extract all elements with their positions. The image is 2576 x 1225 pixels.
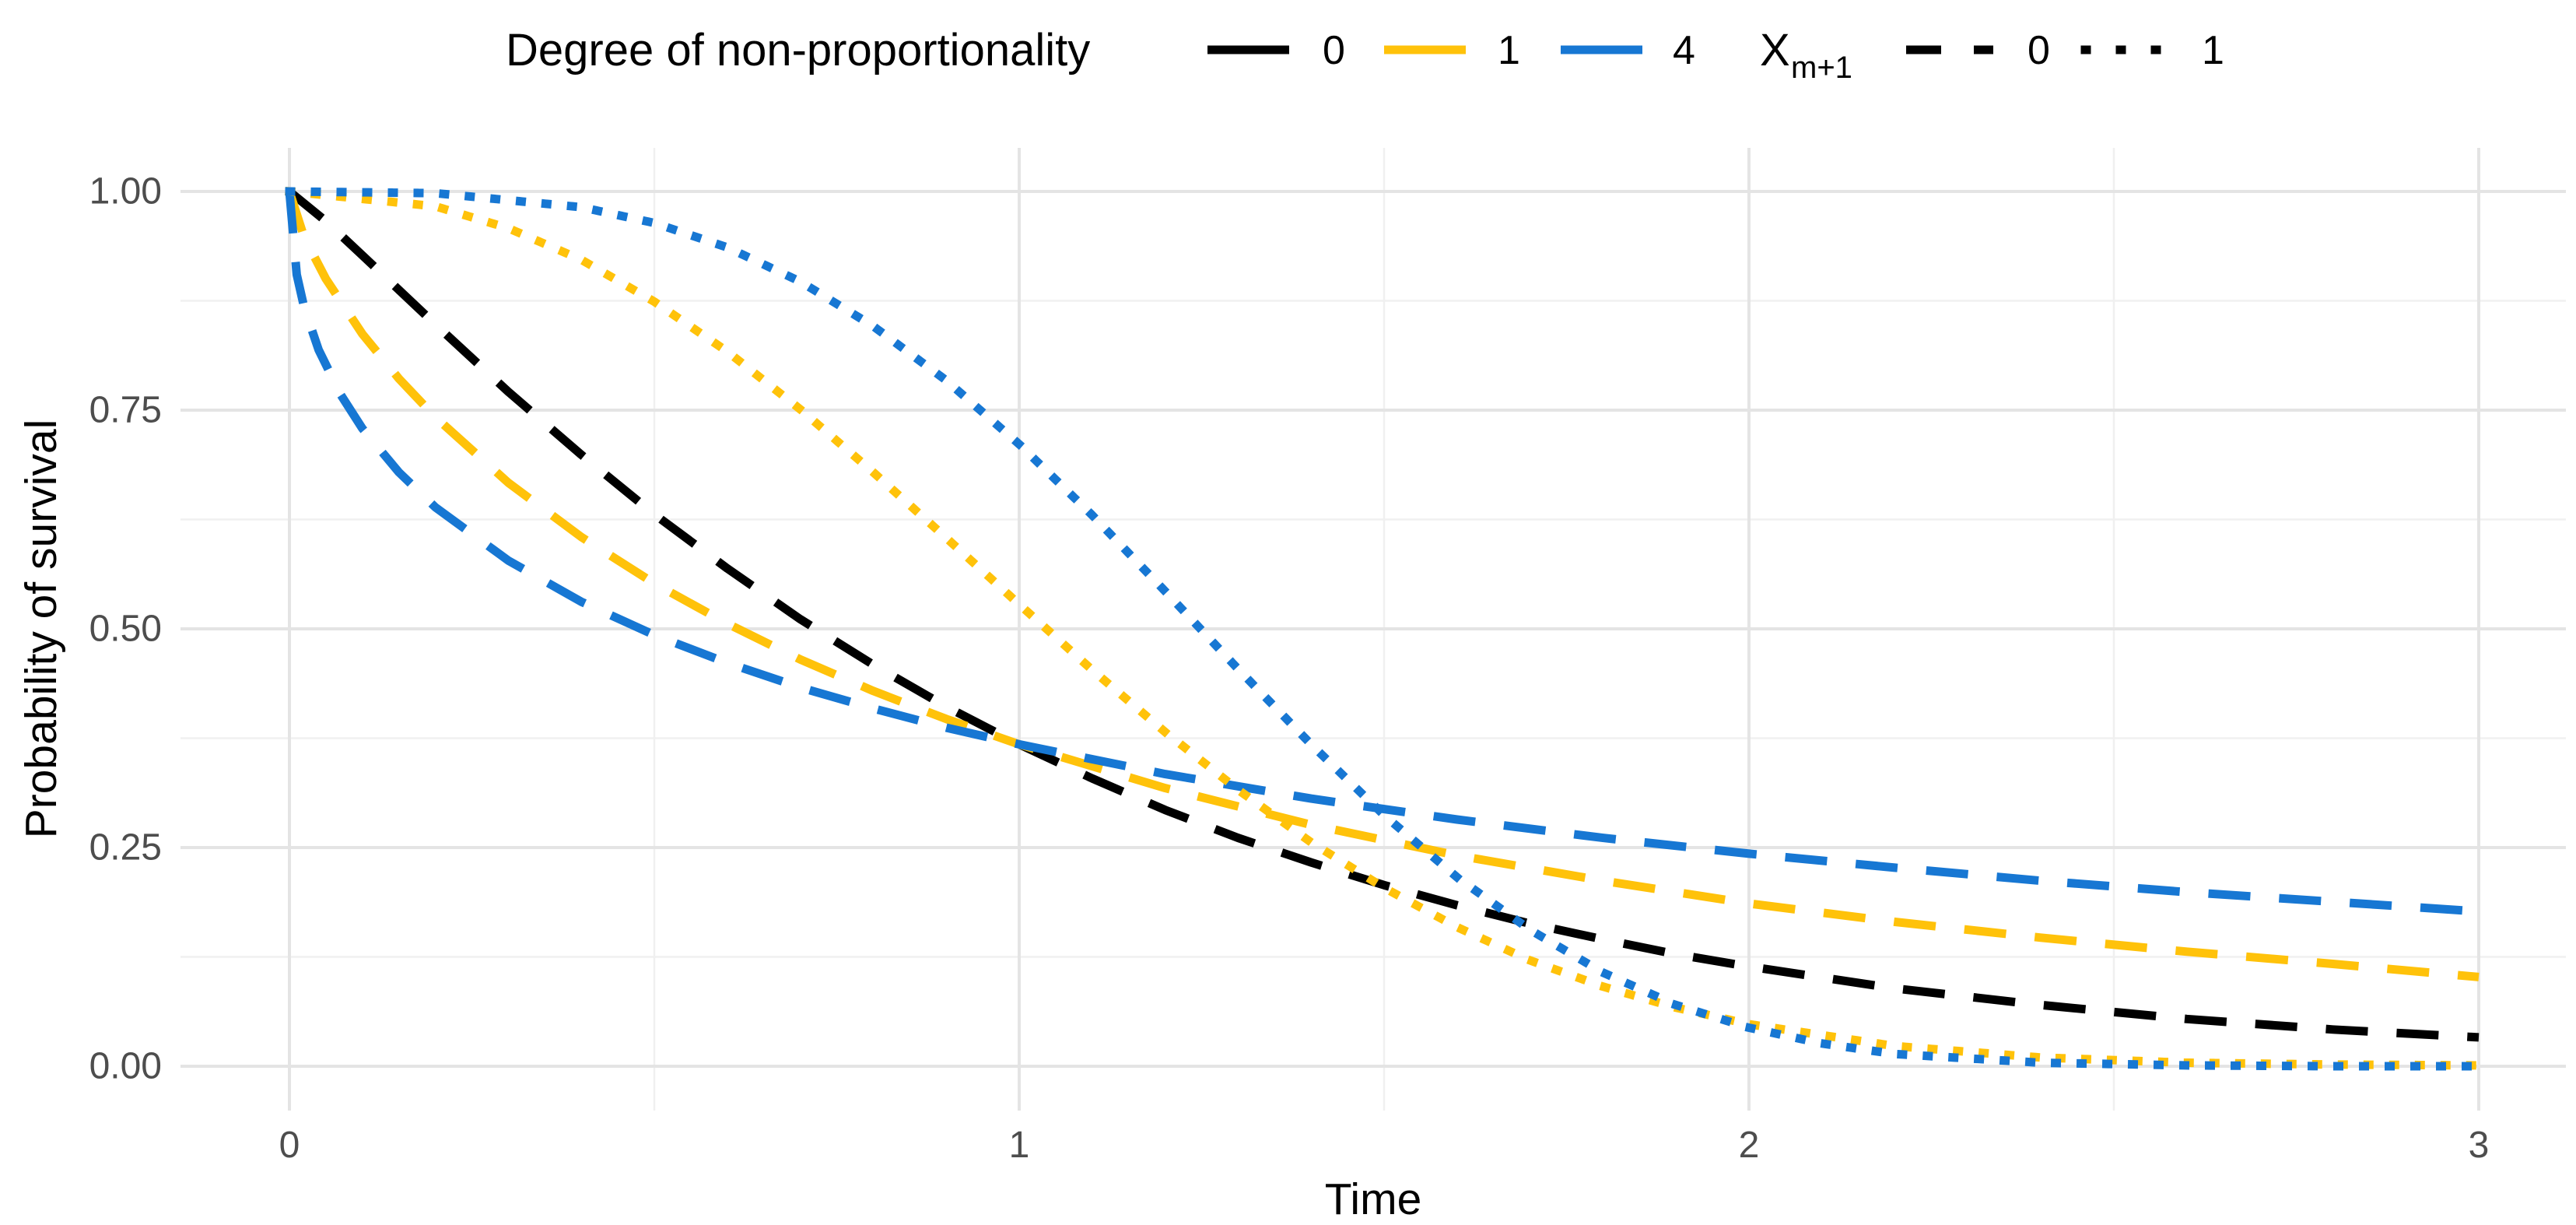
curve-degree-4-xm-1-0 — [285, 191, 2480, 916]
legend-label-linetype-0: 0 — [2028, 28, 2050, 73]
y-tick-1.00: 1.00 — [89, 171, 162, 212]
legend-title: Degree of non-proportionality — [506, 25, 1090, 75]
legend-label-degree-4: 4 — [1673, 28, 1695, 73]
gridlines-major — [180, 148, 2566, 1111]
x-tick-1: 1 — [1009, 1125, 1030, 1166]
x-axis-title: Time — [1325, 1174, 1422, 1224]
legend: Degree of non-proportionality 0 1 4 X m+… — [506, 25, 2224, 85]
x-axis-tick-labels: 0 1 2 3 — [279, 1125, 2490, 1166]
survival-curves — [284, 186, 2483, 1071]
x-tick-3: 3 — [2469, 1125, 2490, 1166]
legend-label-linetype-1: 1 — [2202, 28, 2224, 73]
y-axis-tick-labels: 1.00 0.75 0.50 0.25 0.00 — [89, 171, 162, 1087]
y-tick-0.00: 0.00 — [89, 1046, 162, 1087]
curve-degree-1-xm-1-1 — [284, 186, 2483, 1070]
legend-label-degree-1: 1 — [1498, 28, 1520, 73]
y-axis-title: Probability of survival — [16, 419, 66, 839]
x-tick-2: 2 — [1739, 1125, 1760, 1166]
curve-degree-1-xm-1-0 — [285, 190, 2480, 981]
legend-label-degree-0: 0 — [1323, 28, 1345, 73]
legend-title-x-base: X — [1760, 25, 1790, 75]
x-tick-0: 0 — [279, 1125, 300, 1166]
y-tick-0.75: 0.75 — [89, 390, 162, 431]
legend-title-x-subscript: m+1 — [1791, 51, 1852, 85]
curve-degree-0-xm-1-0 — [286, 188, 2480, 1042]
y-tick-0.50: 0.50 — [89, 609, 162, 650]
y-tick-0.25: 0.25 — [89, 827, 162, 869]
